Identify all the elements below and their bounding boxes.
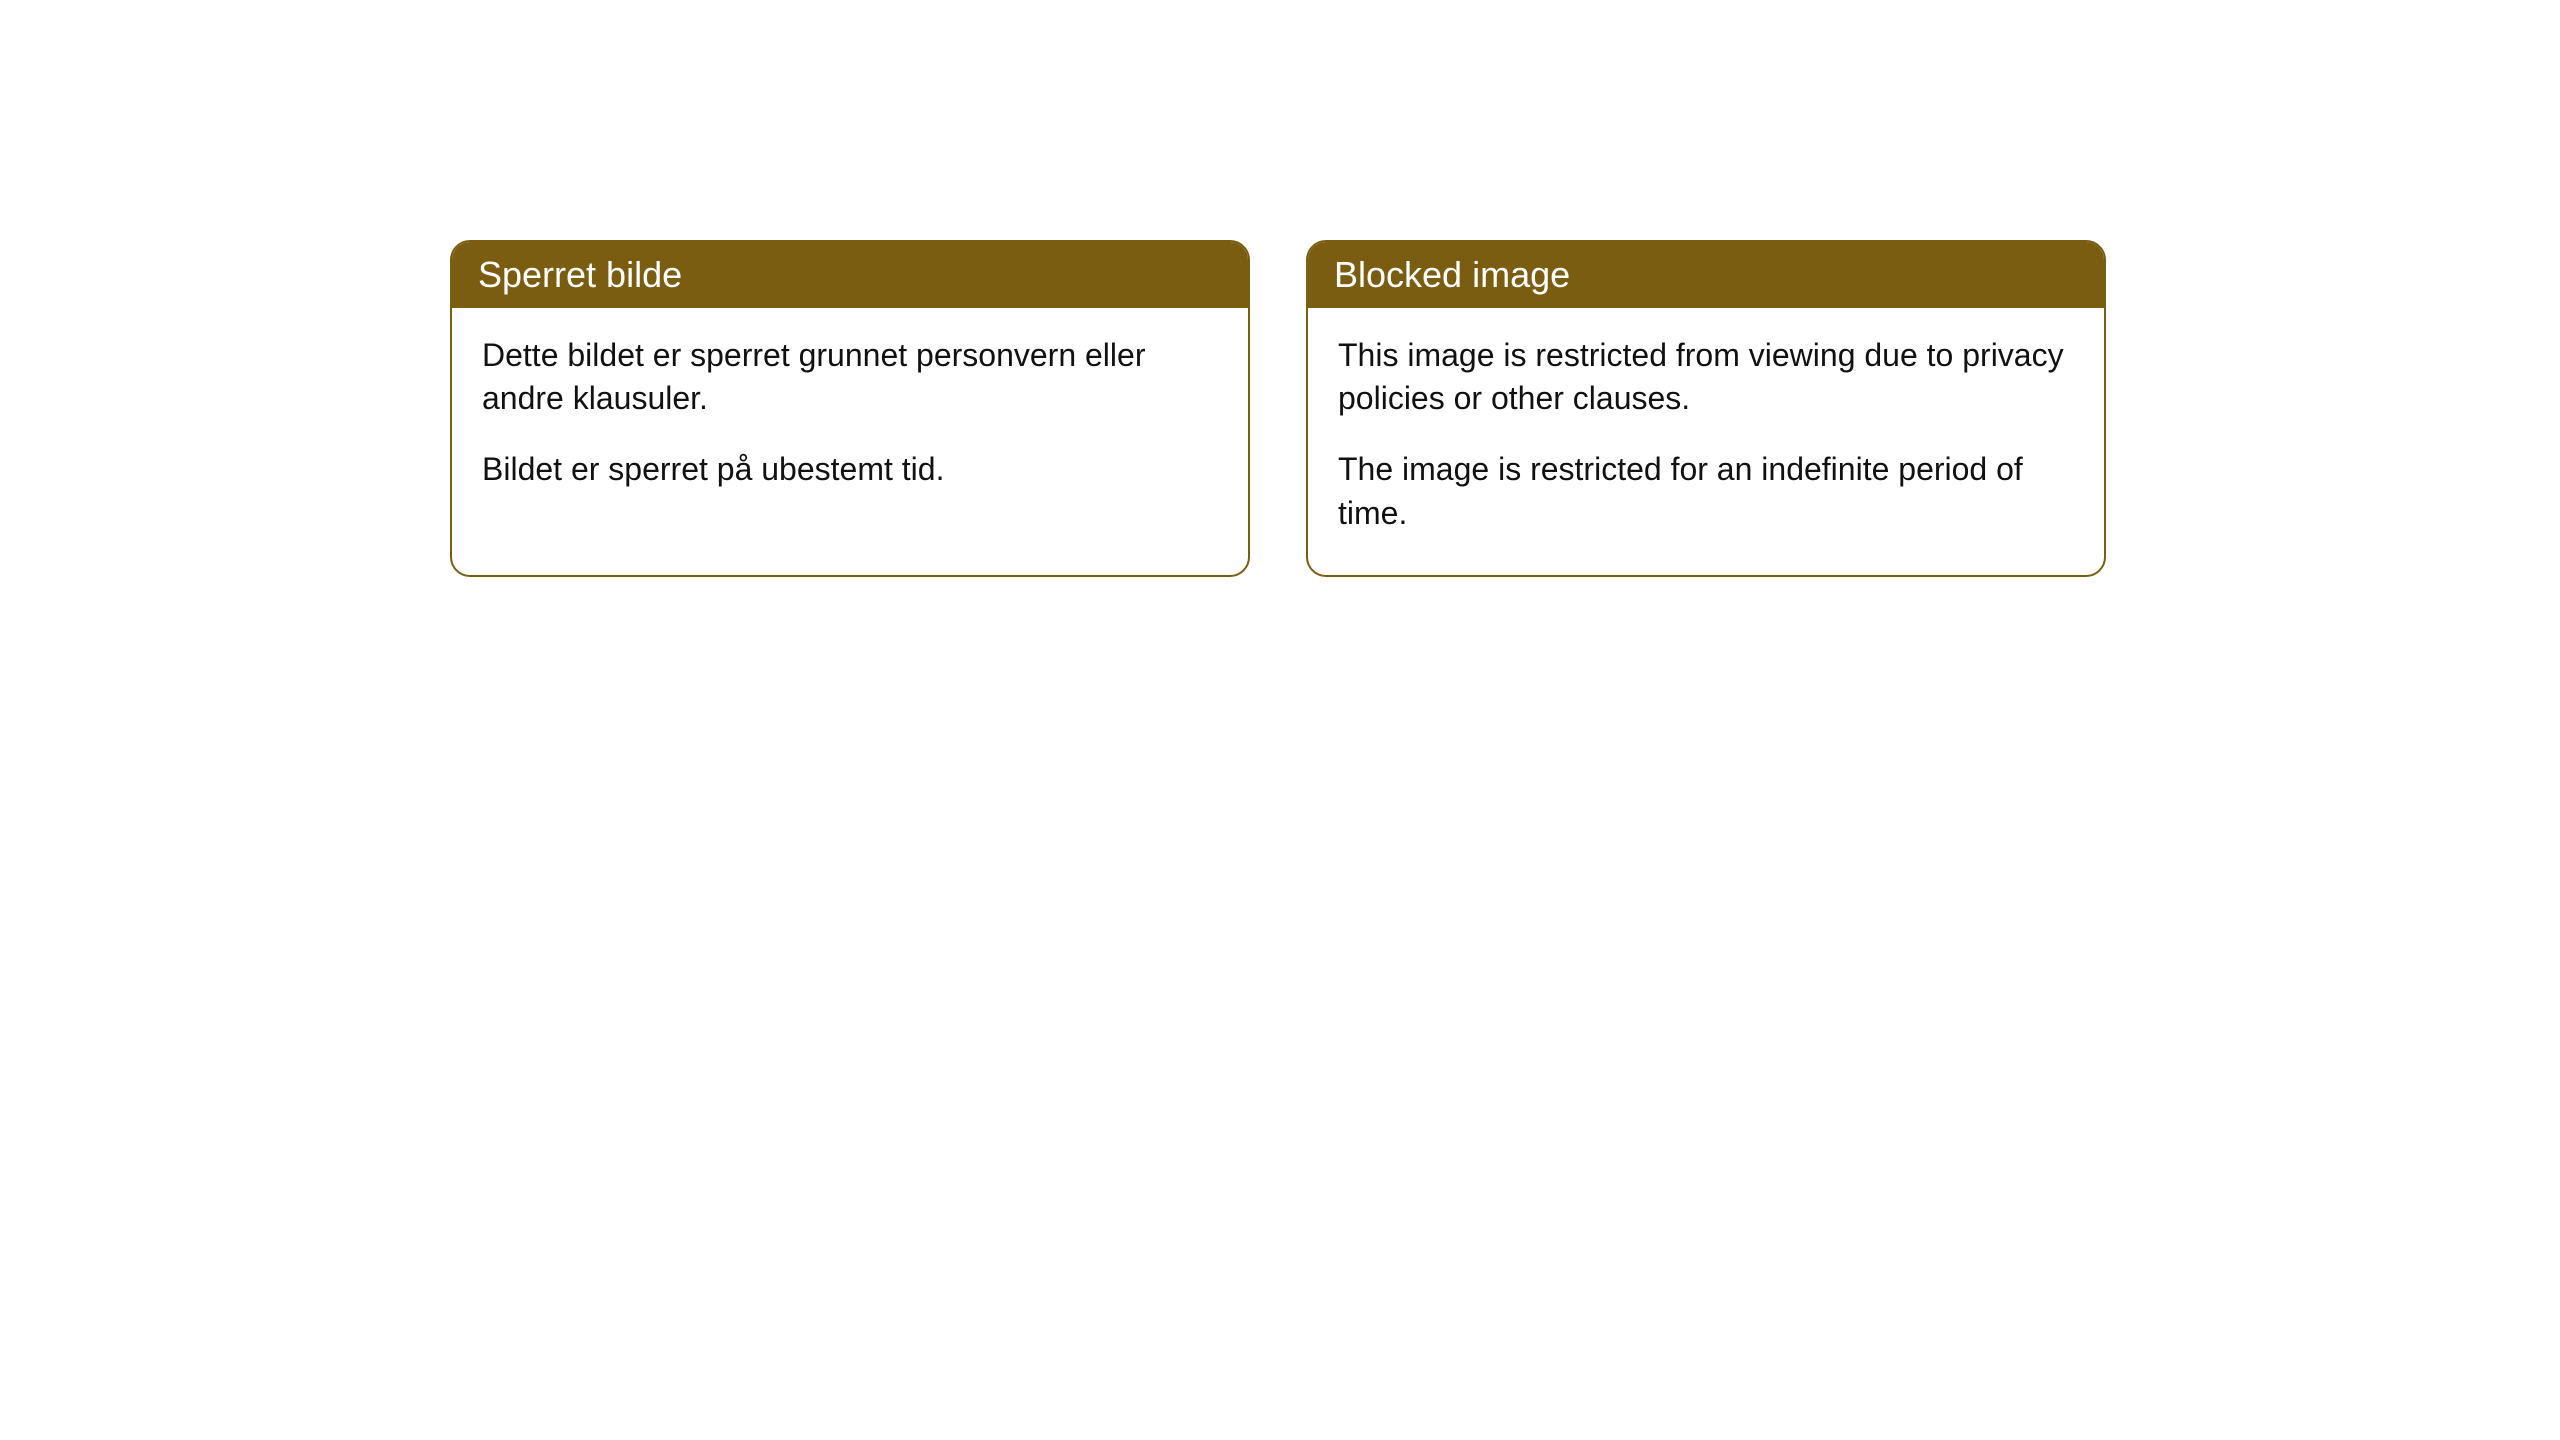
notice-card-norwegian: Sperret bilde Dette bildet er sperret gr… bbox=[450, 240, 1250, 577]
notice-paragraph-1: This image is restricted from viewing du… bbox=[1338, 334, 2074, 420]
notice-body: Dette bildet er sperret grunnet personve… bbox=[452, 308, 1248, 532]
notice-paragraph-2: Bildet er sperret på ubestemt tid. bbox=[482, 448, 1218, 491]
notice-body: This image is restricted from viewing du… bbox=[1308, 308, 2104, 575]
notice-container: Sperret bilde Dette bildet er sperret gr… bbox=[0, 0, 2560, 577]
notice-header: Sperret bilde bbox=[452, 242, 1248, 308]
notice-header: Blocked image bbox=[1308, 242, 2104, 308]
notice-card-english: Blocked image This image is restricted f… bbox=[1306, 240, 2106, 577]
notice-paragraph-2: The image is restricted for an indefinit… bbox=[1338, 448, 2074, 534]
notice-paragraph-1: Dette bildet er sperret grunnet personve… bbox=[482, 334, 1218, 420]
